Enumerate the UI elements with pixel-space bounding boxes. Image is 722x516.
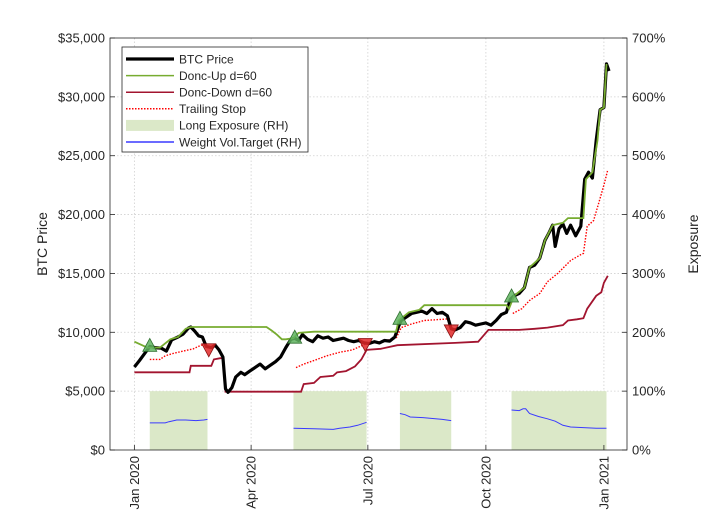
x-tick-label: Jul 2020 xyxy=(360,456,375,505)
x-tick-label: Oct 2020 xyxy=(478,456,493,509)
x-tick-label: Jan 2021 xyxy=(596,456,611,510)
buy-signal-marker xyxy=(142,337,158,352)
legend: BTC Price Donc-Up d=60 Donc-Down d=60 Trail… xyxy=(121,46,309,153)
y-axis-label-left: BTC Price xyxy=(34,212,50,276)
donc-up-line xyxy=(134,63,608,349)
y-tick-label-left: $15,000 xyxy=(58,266,105,281)
long-exposure-patch xyxy=(293,391,367,450)
buy-signal-marker xyxy=(392,310,408,325)
long-exposure-patches xyxy=(149,391,607,450)
sell-signal-marker xyxy=(201,343,217,358)
y-tick-label-right: 100% xyxy=(632,384,666,399)
y-tick-label-left: $35,000 xyxy=(58,31,105,46)
y-tick-label-right: 400% xyxy=(632,207,666,222)
x-tick-label: Apr 2020 xyxy=(244,456,259,509)
y-tick-label-right: 500% xyxy=(632,148,666,163)
y-tick-label-right: 300% xyxy=(632,266,666,281)
legend-label-price: BTC Price xyxy=(179,52,234,66)
legend-label-long_exposure: Long Exposure (RH) xyxy=(179,119,288,133)
y-tick-label-right: 700% xyxy=(632,31,666,46)
y-tick-label-left: $0 xyxy=(91,443,105,458)
legend-label-trailing_stop: Trailing Stop xyxy=(179,102,246,116)
series-lines xyxy=(133,62,611,430)
y-axis-label-right: Exposure xyxy=(685,214,701,273)
legend-box xyxy=(121,46,309,153)
y-tick-label-left: $25,000 xyxy=(58,148,105,163)
plot-frame xyxy=(109,37,628,451)
y-tick-label-left: $5,000 xyxy=(65,384,105,399)
y-tick-label-left: $30,000 xyxy=(58,89,105,104)
x-tick-label: Jan 2020 xyxy=(127,456,142,510)
y-tick-label-left: $10,000 xyxy=(58,325,105,340)
weight-vol-target-line xyxy=(399,413,452,422)
y-tick-label-left: $20,000 xyxy=(58,207,105,222)
buy-signal-marker xyxy=(287,329,303,344)
sell-signal-marker xyxy=(357,338,373,353)
legend-label-weight: Weight Vol.Target (RH) xyxy=(179,135,302,149)
y-tick-label-right: 600% xyxy=(632,89,666,104)
weight-vol-target-line xyxy=(149,418,208,424)
y-tick-label-right: 200% xyxy=(632,325,666,340)
long-exposure-patch xyxy=(399,391,452,450)
legend-label-donc_up: Donc-Up d=60 xyxy=(179,69,257,83)
legend-label-donc_down: Donc-Down d=60 xyxy=(179,86,272,100)
weight-vol-target-line xyxy=(293,421,367,430)
signal-markers xyxy=(142,288,520,358)
y-tick-label-right: 0% xyxy=(632,443,651,458)
long-exposure-patch xyxy=(511,391,607,450)
buy-signal-marker xyxy=(503,288,520,303)
legend-swatch-long_exposure xyxy=(126,119,174,131)
axis-ticks: $0 $5,000 $10,000 $15,000 $20,000 $25,000 $30,… xyxy=(58,31,666,510)
sell-signal-marker xyxy=(443,324,459,339)
donc-down-line xyxy=(134,275,609,393)
weight-vol-target-line xyxy=(511,408,607,429)
trailing-stop-line xyxy=(512,169,609,315)
